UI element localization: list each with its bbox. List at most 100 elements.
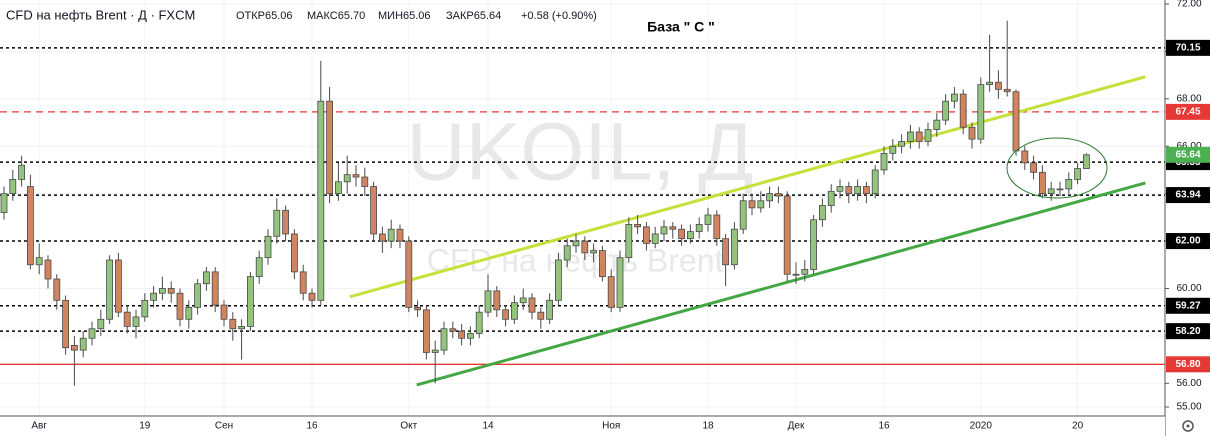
candle-body	[97, 318, 105, 330]
x-tick-label: 19	[139, 421, 151, 432]
candle-body	[1074, 168, 1081, 180]
candle-body	[387, 228, 395, 242]
candle-body	[801, 269, 809, 275]
y-tick-label: 68.00	[1176, 93, 1201, 104]
candle-body	[915, 131, 923, 142]
candle-body	[62, 299, 69, 349]
level-label: 58.20	[1175, 326, 1200, 337]
candle-body	[123, 311, 131, 327]
candle-body	[334, 181, 342, 195]
gear[interactable]	[1182, 420, 1194, 432]
candle-body	[370, 186, 378, 235]
candle-body	[158, 288, 166, 294]
candle-body	[458, 330, 466, 339]
candle-body	[836, 186, 844, 192]
trendline	[416, 181, 1146, 387]
ohlc-low: МИН65.06	[378, 10, 431, 22]
annotation: База " С "	[647, 19, 715, 35]
candle-body	[907, 131, 914, 142]
candle-body	[422, 309, 430, 353]
candle-body	[616, 257, 624, 308]
level-label-box	[1166, 233, 1210, 250]
x-tick-label: 2020	[970, 421, 993, 432]
ohlc-change: +0.58 (+0.90%)	[521, 10, 597, 22]
candle-body	[1021, 150, 1029, 164]
candle-body	[431, 349, 439, 353]
candle-body	[273, 209, 281, 237]
candle-body	[1039, 171, 1046, 195]
candle-body	[18, 164, 26, 180]
watermark-name: CFD на нефть Brent	[427, 242, 724, 278]
candle-body	[35, 257, 43, 266]
gear-center[interactable]	[1186, 424, 1190, 428]
candle-body	[669, 226, 677, 230]
ohlc-high: МАКС65.70	[307, 10, 365, 22]
candle-body	[396, 228, 404, 242]
candle-body	[871, 169, 879, 195]
candle-body	[255, 257, 263, 278]
candle-body	[238, 325, 246, 330]
candle-body	[414, 307, 422, 311]
level-label-box	[1166, 187, 1210, 204]
candle-body	[484, 290, 492, 313]
candle-body	[211, 271, 219, 306]
candle-body	[607, 276, 615, 308]
candle-body	[739, 200, 747, 230]
candle-body	[71, 344, 78, 351]
candle-body	[0, 193, 8, 214]
settings-icon[interactable]	[1182, 420, 1194, 432]
candle-body	[827, 190, 835, 206]
level-label-box	[1166, 297, 1210, 314]
level-label-box	[1166, 356, 1210, 373]
x-tick-label: Авг	[31, 421, 47, 432]
candle-body	[246, 276, 254, 327]
candle-body	[898, 141, 905, 147]
candle-body	[651, 233, 659, 244]
x-tick-label: 14	[482, 421, 494, 432]
candle-body	[53, 278, 61, 301]
candle-body	[986, 81, 993, 85]
candle-body	[757, 200, 765, 209]
candle-body	[581, 240, 589, 254]
ohlc-open: ОТКР65.06	[236, 10, 293, 22]
candle-body	[440, 328, 448, 351]
candle-body	[282, 209, 290, 235]
x-tick-label: Сен	[215, 421, 233, 432]
candle-body	[854, 186, 861, 195]
candle-body	[625, 224, 633, 259]
candle-body	[977, 84, 985, 140]
candle-body	[88, 328, 96, 339]
candles	[0, 20, 1090, 386]
candle-body	[299, 271, 307, 294]
candle-body	[995, 81, 1002, 90]
candle-body	[766, 193, 773, 202]
candle-body	[220, 304, 228, 320]
candle-body	[141, 299, 149, 318]
candle-body	[150, 292, 158, 301]
level-label: 59.27	[1175, 300, 1200, 311]
candle-body	[687, 231, 694, 240]
candle-body	[555, 259, 562, 301]
candle-body	[1047, 188, 1055, 195]
candle-body	[546, 299, 553, 320]
time-axis	[0, 416, 1165, 436]
y-tick-label: 55.00	[1176, 402, 1201, 413]
watermark-symbol: UKOIL, Д	[406, 107, 753, 198]
level-label: 67.45	[1175, 107, 1200, 118]
candle-body	[572, 240, 580, 247]
candle-body	[466, 333, 474, 339]
candle-body	[167, 288, 175, 294]
candle-body	[537, 311, 545, 320]
level-label: 70.15	[1175, 42, 1200, 53]
ohlc-close: ЗАКР65.64	[446, 10, 501, 22]
candle-body	[528, 297, 536, 313]
candle-body	[264, 235, 272, 259]
candle-body	[290, 233, 298, 273]
candle-body	[475, 311, 483, 334]
axes: 55.0056.0058.0060.0062.0064.0066.0068.00…	[31, 0, 1210, 432]
candle-body	[1003, 88, 1011, 93]
candle-body	[959, 93, 967, 128]
candle-body	[326, 100, 334, 195]
